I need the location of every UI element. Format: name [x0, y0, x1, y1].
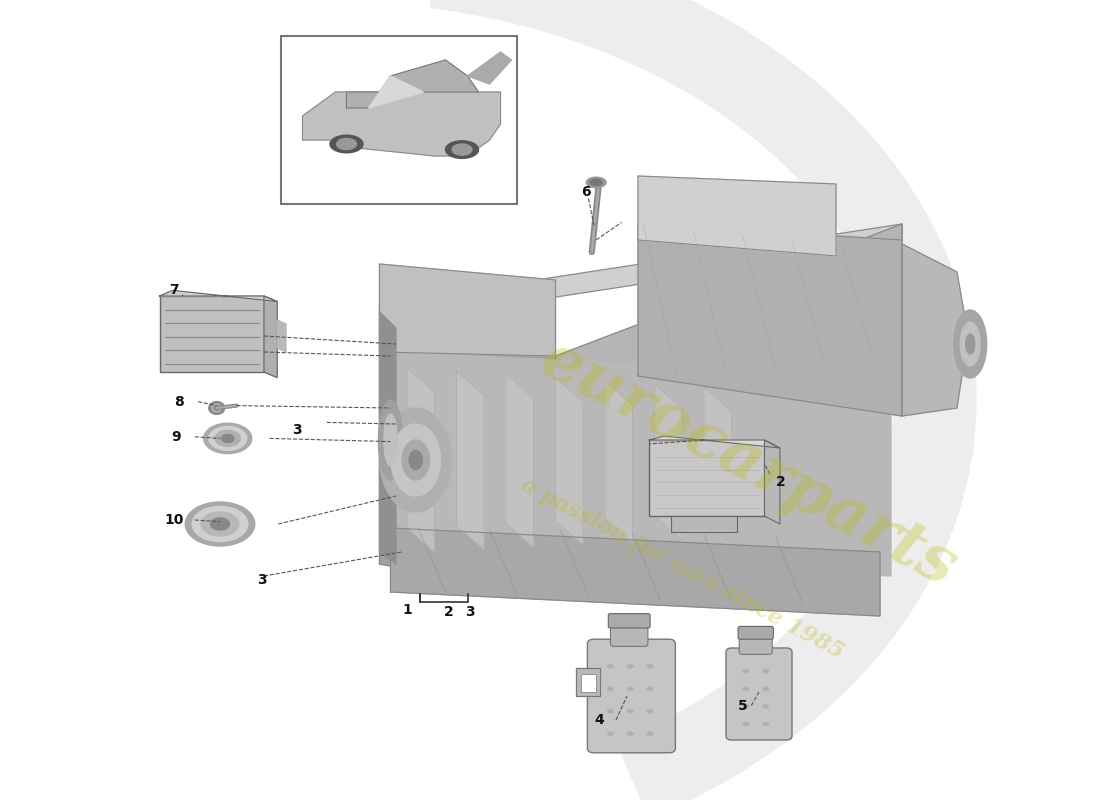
Ellipse shape — [744, 705, 749, 708]
Ellipse shape — [201, 512, 239, 536]
Ellipse shape — [210, 518, 230, 530]
Polygon shape — [506, 374, 534, 547]
Text: 9: 9 — [172, 430, 180, 444]
Ellipse shape — [381, 408, 452, 512]
Polygon shape — [346, 60, 478, 108]
Ellipse shape — [446, 141, 478, 158]
Text: 3: 3 — [465, 605, 474, 619]
Ellipse shape — [966, 334, 975, 354]
FancyBboxPatch shape — [738, 626, 773, 639]
Ellipse shape — [627, 710, 634, 713]
Bar — [581, 674, 596, 692]
Ellipse shape — [214, 430, 240, 446]
Polygon shape — [456, 371, 484, 550]
Ellipse shape — [763, 722, 768, 726]
Text: 10: 10 — [164, 513, 184, 527]
Ellipse shape — [607, 687, 614, 690]
Polygon shape — [277, 320, 286, 352]
Ellipse shape — [378, 400, 403, 480]
Ellipse shape — [591, 179, 603, 186]
Ellipse shape — [607, 710, 614, 713]
Ellipse shape — [960, 322, 980, 366]
Polygon shape — [379, 312, 396, 564]
Ellipse shape — [627, 687, 634, 690]
Polygon shape — [902, 244, 968, 416]
Ellipse shape — [185, 502, 255, 546]
Bar — [649, 440, 764, 516]
Ellipse shape — [648, 732, 653, 735]
Ellipse shape — [409, 450, 422, 470]
Text: 3: 3 — [257, 573, 266, 587]
Ellipse shape — [954, 310, 987, 378]
Text: 3: 3 — [293, 423, 301, 438]
Ellipse shape — [648, 687, 653, 690]
FancyBboxPatch shape — [610, 624, 648, 646]
Polygon shape — [368, 76, 424, 108]
FancyBboxPatch shape — [608, 614, 650, 628]
Text: eurocarparts: eurocarparts — [529, 328, 967, 600]
Text: 7: 7 — [169, 282, 178, 297]
Ellipse shape — [763, 687, 768, 690]
Ellipse shape — [209, 426, 246, 450]
Ellipse shape — [204, 423, 252, 454]
Bar — [280, 36, 517, 204]
Ellipse shape — [763, 705, 768, 708]
Ellipse shape — [627, 732, 634, 735]
Ellipse shape — [214, 406, 219, 410]
Polygon shape — [264, 296, 277, 378]
Ellipse shape — [744, 687, 749, 690]
Text: 5: 5 — [738, 698, 747, 713]
Ellipse shape — [648, 710, 653, 713]
Polygon shape — [407, 368, 434, 552]
Polygon shape — [654, 384, 682, 540]
Ellipse shape — [221, 434, 234, 442]
Polygon shape — [379, 224, 902, 324]
Bar — [671, 516, 737, 532]
Polygon shape — [556, 224, 902, 596]
Text: 2: 2 — [777, 474, 785, 489]
Text: a passion for cars since 1985: a passion for cars since 1985 — [517, 473, 847, 663]
Ellipse shape — [627, 665, 634, 668]
Polygon shape — [638, 224, 902, 416]
Ellipse shape — [586, 178, 606, 188]
Ellipse shape — [330, 135, 363, 153]
Ellipse shape — [209, 402, 224, 414]
Bar — [160, 296, 264, 372]
Polygon shape — [160, 290, 277, 302]
Text: 6: 6 — [582, 185, 591, 199]
Polygon shape — [764, 440, 780, 524]
Polygon shape — [704, 387, 732, 538]
FancyBboxPatch shape — [726, 648, 792, 740]
Polygon shape — [379, 264, 556, 356]
Ellipse shape — [763, 670, 768, 673]
Polygon shape — [638, 176, 836, 256]
Ellipse shape — [192, 506, 248, 542]
Ellipse shape — [392, 424, 440, 496]
FancyBboxPatch shape — [739, 635, 772, 654]
Ellipse shape — [452, 144, 472, 155]
Ellipse shape — [337, 138, 356, 150]
Polygon shape — [390, 528, 880, 616]
Ellipse shape — [607, 732, 614, 735]
Text: 4: 4 — [595, 713, 604, 727]
Polygon shape — [556, 378, 583, 545]
Text: 8: 8 — [175, 394, 184, 409]
Polygon shape — [649, 436, 780, 448]
Ellipse shape — [607, 665, 614, 668]
Text: 1: 1 — [403, 602, 411, 617]
Ellipse shape — [744, 722, 749, 726]
Polygon shape — [605, 381, 632, 542]
Ellipse shape — [648, 665, 653, 668]
Polygon shape — [379, 324, 556, 596]
FancyBboxPatch shape — [587, 639, 675, 753]
Polygon shape — [390, 352, 891, 576]
Polygon shape — [468, 52, 512, 84]
Ellipse shape — [212, 404, 222, 412]
Ellipse shape — [384, 414, 397, 466]
Text: 2: 2 — [444, 605, 453, 619]
Polygon shape — [302, 92, 500, 156]
Ellipse shape — [403, 440, 429, 480]
Polygon shape — [576, 668, 600, 696]
Ellipse shape — [744, 670, 749, 673]
